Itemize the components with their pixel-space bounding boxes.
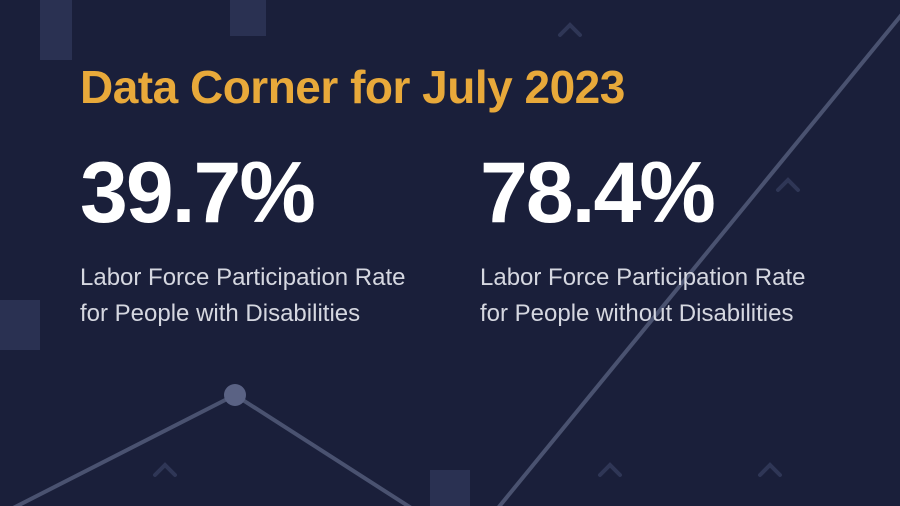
page-title: Data Corner for July 2023 <box>80 60 820 114</box>
deco-square <box>430 470 470 506</box>
infographic-content: Data Corner for July 2023 39.7% Labor Fo… <box>0 0 900 372</box>
stat-value: 78.4% <box>480 150 820 236</box>
stat-block: 39.7% Labor Force Participation Rate for… <box>80 150 420 332</box>
stats-row: 39.7% Labor Force Participation Rate for… <box>80 150 820 332</box>
deco-dot <box>224 384 246 406</box>
deco-polyline <box>0 395 430 506</box>
stat-label: Labor Force Participation Rate for Peopl… <box>480 260 820 332</box>
stat-block: 78.4% Labor Force Participation Rate for… <box>480 150 820 332</box>
stat-value: 39.7% <box>80 150 420 236</box>
chevron-up-icon <box>600 465 620 475</box>
stat-label: Labor Force Participation Rate for Peopl… <box>80 260 420 332</box>
chevron-up-icon <box>760 465 780 475</box>
chevron-up-icon <box>155 465 175 475</box>
